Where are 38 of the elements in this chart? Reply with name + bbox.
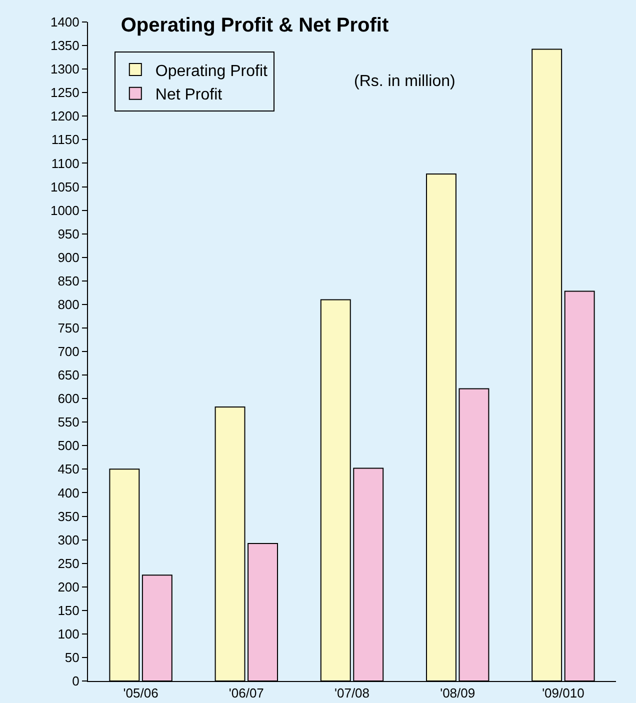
y-tick-label: 450 — [58, 462, 80, 477]
y-tick-label: 100 — [58, 626, 80, 642]
x-tick-label: '06/07 — [228, 686, 264, 701]
x-tick-label: '07/08 — [334, 686, 370, 701]
y-tick-label: 300 — [58, 532, 80, 548]
annotation: (Rs. in million) — [354, 73, 456, 90]
y-tick-label: 400 — [58, 485, 80, 500]
y-tick-label: 850 — [58, 273, 80, 288]
y-tick-label: 350 — [58, 508, 80, 524]
y-tick-label: 0 — [72, 674, 80, 689]
y-tick-label: 700 — [58, 344, 80, 360]
legend-label: Operating Profit — [155, 62, 268, 80]
y-tick-label: 1000 — [50, 202, 80, 218]
y-tick-label: 900 — [58, 250, 80, 265]
y-tick-label: 1250 — [50, 85, 80, 100]
y-tick-label: 50 — [64, 650, 80, 666]
y-tick-label: 250 — [58, 556, 80, 571]
y-tick-label: 1150 — [51, 132, 80, 148]
y-tick-label: 1350 — [50, 38, 80, 54]
y-tick-label: 1300 — [50, 62, 80, 77]
y-tick-label: 1400 — [50, 14, 80, 30]
x-tick-label: '05/06 — [123, 686, 158, 701]
x-tick-label: '09/010 — [542, 686, 584, 701]
chart-title: Operating Profit & Net Profit — [120, 14, 389, 37]
y-tick-label: 650 — [58, 368, 80, 383]
y-tick-label: 550 — [58, 414, 80, 430]
y-tick-label: 500 — [58, 438, 80, 454]
y-tick-label: 1100 — [51, 156, 80, 171]
y-tick-label: 1050 — [50, 179, 80, 194]
y-tick-label: 800 — [58, 296, 80, 312]
x-tick-label: '08/09 — [440, 686, 476, 701]
y-tick-label: 950 — [58, 226, 80, 242]
y-tick-label: 1200 — [50, 108, 80, 124]
legend-label: Net Profit — [155, 86, 223, 104]
y-tick-label: 150 — [58, 602, 80, 618]
y-tick-label: 200 — [58, 579, 80, 594]
y-tick-label: 750 — [58, 320, 80, 336]
y-tick-label: 600 — [58, 391, 80, 406]
